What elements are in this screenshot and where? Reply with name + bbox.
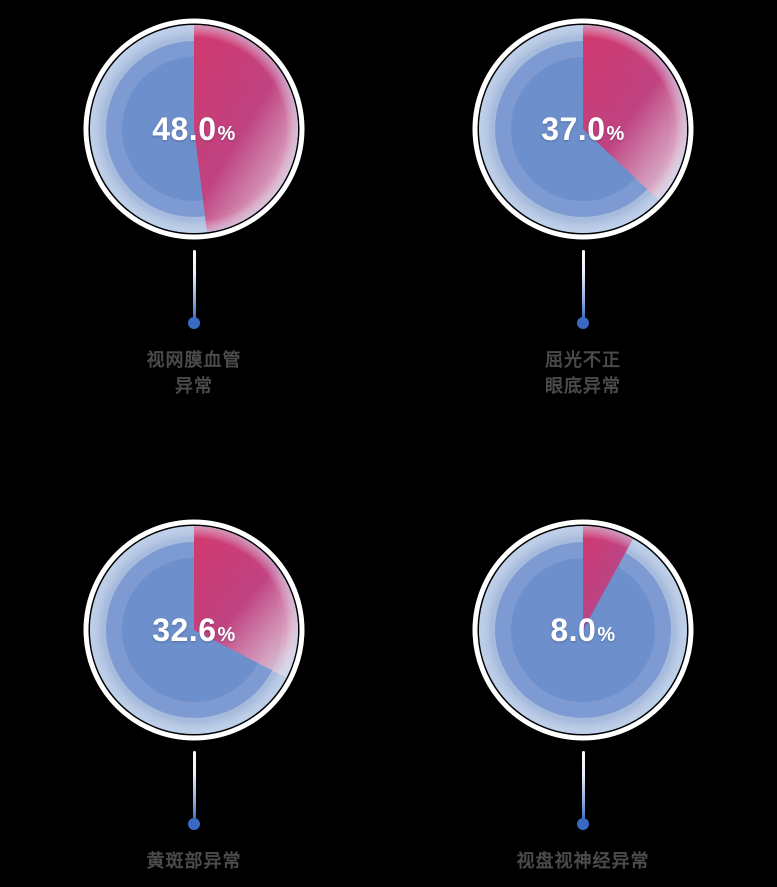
- gauge-label-1: 屈光不正 眼底异常: [545, 350, 621, 397]
- gauge-label-2: 黄斑部异常: [146, 851, 242, 871]
- connector-1: [576, 250, 590, 329]
- connector-3: [576, 751, 590, 830]
- donut-svg-1: [472, 18, 694, 240]
- donut-chart-2[interactable]: 32.6%: [79, 515, 309, 745]
- donut-chart-3[interactable]: 8.0%: [468, 515, 698, 745]
- connector-0: [187, 250, 201, 329]
- donut-svg-2: [83, 519, 305, 741]
- donut-svg-0: [83, 18, 305, 240]
- outer-ring-1: [472, 18, 694, 240]
- donut-chart-0[interactable]: 48.0%: [79, 14, 309, 244]
- connector-dot-1: [577, 317, 589, 329]
- connector-line-3: [581, 751, 585, 819]
- connector-dot-3: [577, 818, 589, 830]
- donut-svg-3: [472, 519, 694, 741]
- connector-dot-2: [188, 818, 200, 830]
- gauge-label-3: 视盘视神经异常: [516, 851, 650, 871]
- ring-glow-2: [90, 526, 298, 734]
- gauge-label-0: 视网膜血管 异常: [146, 350, 242, 397]
- outer-ring-2: [83, 519, 305, 741]
- ring-glow-1: [479, 25, 687, 233]
- connector-line-2: [192, 751, 196, 819]
- connector-line-1: [581, 250, 585, 318]
- gauge-card-macular-abnormality[interactable]: 32.6% 黄斑部异常: [0, 515, 388, 874]
- outer-ring-0: [83, 18, 305, 240]
- connector-line-0: [192, 250, 196, 318]
- connector-2: [187, 751, 201, 830]
- gauge-card-retinal-vessel-abnormality[interactable]: 48.0% 视网膜血管 异常: [0, 14, 388, 399]
- outer-ring-3: [472, 519, 694, 741]
- gauge-card-refractive-error-fundus-abnormality[interactable]: 37.0% 屈光不正 眼底异常: [389, 14, 777, 399]
- gauge-card-optic-disc-nerve-abnormality[interactable]: 8.0% 视盘视神经异常: [389, 515, 777, 874]
- ring-glow-3: [479, 526, 687, 734]
- donut-chart-1[interactable]: 37.0%: [468, 14, 698, 244]
- ring-glow-0: [90, 25, 298, 233]
- connector-dot-0: [188, 317, 200, 329]
